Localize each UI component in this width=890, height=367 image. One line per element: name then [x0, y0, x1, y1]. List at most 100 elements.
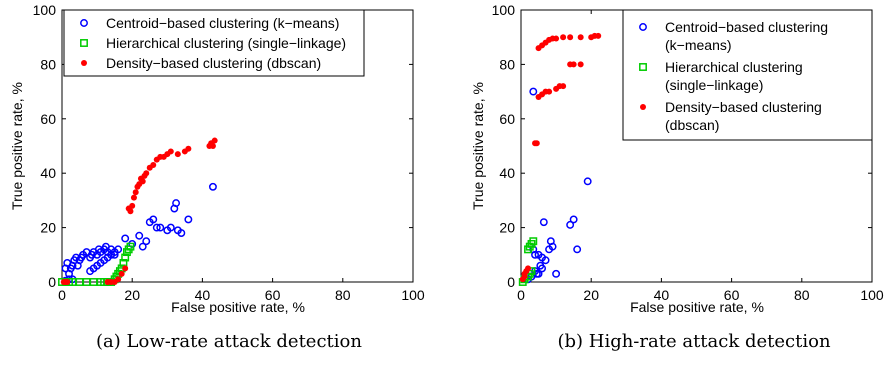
- data-point: [552, 269, 561, 278]
- series-2: [60, 137, 218, 285]
- data-point: [114, 245, 123, 254]
- data-point: [177, 229, 186, 237]
- data-point: [546, 88, 553, 95]
- x-tick-label: 40: [195, 287, 211, 303]
- x-tick-label: 40: [654, 287, 670, 303]
- legend-marker: [80, 19, 88, 27]
- data-point: [569, 215, 578, 224]
- figure-caption: (b) High-rate attack detection: [557, 331, 830, 352]
- x-tick-label: 80: [794, 287, 810, 303]
- y-axis-label: True positive rate, %: [9, 82, 25, 210]
- x-tick-label: 0: [517, 287, 525, 303]
- legend-label-line2: (single−linkage): [665, 77, 763, 93]
- x-tick-label: 100: [860, 287, 884, 303]
- data-point: [127, 208, 134, 215]
- data-point: [595, 32, 602, 39]
- chart-panel-low-rate: 0 20 40 60 80 100 0 20 40 60 80 100 False positive r…: [9, 2, 425, 352]
- legend-box: [63, 9, 365, 77]
- y-tick-label: 60: [40, 111, 56, 127]
- legend-label: Density−based clustering: [665, 99, 822, 115]
- data-point: [545, 245, 554, 254]
- data-point: [567, 34, 574, 41]
- x-tick-label: 20: [583, 287, 599, 303]
- data-point: [529, 87, 538, 96]
- data-point: [166, 223, 175, 232]
- legend-marker: [81, 60, 87, 66]
- data-point: [130, 194, 137, 201]
- data-point: [185, 145, 192, 152]
- legend-label: Centroid−based clustering (k−means): [106, 15, 339, 31]
- data-point: [107, 250, 116, 259]
- data-point: [577, 34, 584, 41]
- legend-label-line2: (dbscan): [665, 117, 719, 133]
- x-tick-label: 60: [724, 287, 740, 303]
- legend-marker: [640, 104, 646, 110]
- legend-label: Hierarchical clustering: [665, 59, 803, 75]
- data-point: [150, 162, 157, 169]
- y-tick-label: 40: [40, 165, 56, 181]
- data-point: [135, 231, 144, 240]
- data-point: [152, 223, 161, 232]
- data-point: [521, 270, 528, 277]
- y-tick-label: 80: [40, 56, 56, 72]
- data-point: [573, 245, 582, 254]
- data-point: [539, 218, 548, 227]
- data-point: [519, 276, 526, 283]
- x-tick-label: 60: [265, 287, 281, 303]
- y-tick-label: 100: [33, 2, 57, 18]
- x-tick-label: 100: [401, 287, 425, 303]
- data-point: [110, 250, 119, 259]
- y-tick-label: 100: [492, 2, 516, 18]
- data-point: [538, 264, 547, 273]
- legend-label: Density−based clustering (dbscan): [106, 55, 321, 71]
- data-point: [172, 199, 181, 208]
- y-tick-label: 0: [507, 274, 515, 290]
- y-tick-label: 60: [499, 111, 515, 127]
- data-point: [143, 170, 150, 177]
- data-point: [121, 234, 130, 243]
- figure-caption: (a) Low-rate attack detection: [96, 331, 362, 352]
- y-tick-label: 40: [499, 165, 515, 181]
- legend-marker: [639, 23, 647, 31]
- y-axis-label: True positive rate, %: [470, 82, 486, 210]
- x-axis-label: False positive rate, %: [171, 299, 305, 315]
- data-point: [208, 182, 217, 191]
- data-point: [553, 35, 560, 42]
- data-point: [129, 202, 136, 209]
- series-2: [519, 32, 602, 283]
- data-point: [211, 137, 218, 144]
- legend-marker: [639, 63, 647, 71]
- data-point: [64, 279, 71, 285]
- data-point: [122, 265, 129, 272]
- data-point: [142, 237, 151, 246]
- y-tick-label: 80: [499, 56, 515, 72]
- data-point: [132, 189, 139, 196]
- data-point: [149, 215, 158, 224]
- data-point: [566, 220, 575, 229]
- legend-label: Centroid−based clustering: [665, 19, 828, 35]
- y-tick-label: 20: [499, 220, 515, 236]
- data-point: [541, 256, 550, 265]
- x-tick-label: 80: [335, 287, 351, 303]
- legend: Centroid−based clustering (k−means) Hierar…: [622, 9, 873, 141]
- data-point: [174, 151, 181, 158]
- data-point: [560, 34, 567, 41]
- x-tick-label: 20: [124, 287, 140, 303]
- data-point: [570, 61, 577, 68]
- data-point: [121, 253, 130, 262]
- data-point: [167, 148, 174, 155]
- data-point: [156, 223, 165, 232]
- y-tick-label: 20: [40, 220, 56, 236]
- data-point: [529, 237, 538, 246]
- series-0: [524, 87, 592, 284]
- legend-marker: [80, 39, 88, 47]
- data-point: [209, 143, 216, 149]
- data-point: [184, 215, 193, 224]
- data-point: [583, 177, 592, 186]
- data-point: [126, 242, 135, 251]
- x-tick-label: 0: [58, 287, 66, 303]
- y-tick-label: 0: [48, 274, 56, 290]
- series-0: [61, 182, 217, 285]
- legend-label-line2: (k−means): [665, 37, 732, 53]
